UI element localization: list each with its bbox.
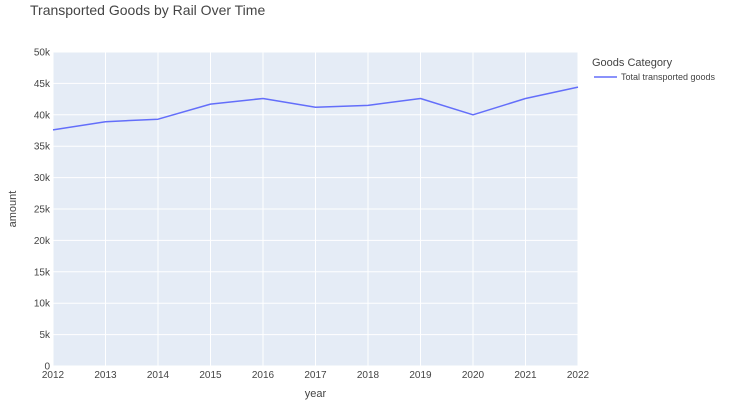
y-axis-title: amount [7, 191, 19, 228]
chart-title: Transported Goods by Rail Over Time [30, 2, 265, 18]
y-tick-label: 35k [34, 142, 51, 153]
y-tick-label: 30k [34, 173, 51, 184]
x-tick-label: 2020 [462, 370, 485, 381]
x-tick-label: 2014 [147, 370, 170, 381]
legend-label: Total transported goods [621, 72, 716, 82]
legend: Goods Category Total transported goods [592, 57, 716, 82]
legend-title: Goods Category [592, 57, 673, 69]
x-gridlines [52, 52, 579, 366]
y-tick-label: 40k [34, 110, 51, 121]
x-tick-label: 2017 [304, 370, 327, 381]
x-tick-label: 2019 [409, 370, 432, 381]
x-tick-label: 2016 [252, 370, 275, 381]
series-line [52, 86, 579, 131]
y-tick-label: 20k [34, 236, 51, 247]
x-tick-label: 2022 [567, 370, 590, 381]
x-tick-labels: 2012 2013 2014 2015 2016 2017 2018 2019 2020 2021… [42, 370, 590, 381]
y-tick-label: 0 [44, 362, 50, 373]
y-tick-labels: 0 5k 10k 15k 20k 25k 30k 35k 40k 45k 50k [34, 48, 51, 373]
y-tick-label: 5k [39, 330, 51, 341]
x-axis-title: year [305, 388, 327, 400]
x-tick-label: 2018 [357, 370, 380, 381]
y-tick-label: 15k [34, 267, 51, 278]
y-tick-label: 50k [34, 48, 51, 59]
y-tick-label: 45k [34, 79, 51, 90]
x-tick-label: 2021 [514, 370, 537, 381]
x-tick-label: 2013 [94, 370, 117, 381]
x-tick-label: 2012 [42, 370, 65, 381]
series-layer [52, 86, 579, 131]
x-tick-label: 2015 [199, 370, 222, 381]
y-tick-label: 25k [34, 205, 51, 216]
y-tick-label: 10k [34, 299, 51, 310]
legend-items: Total transported goods [594, 72, 716, 82]
